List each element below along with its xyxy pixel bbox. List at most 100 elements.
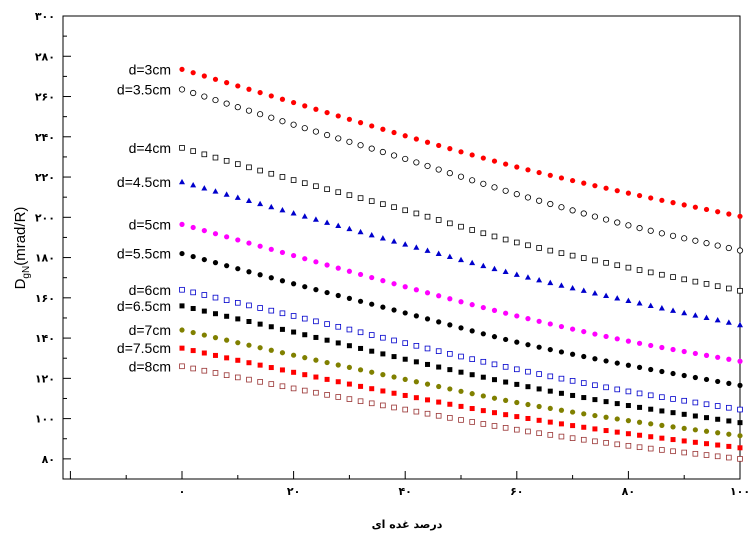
data-point xyxy=(447,296,453,302)
data-point xyxy=(603,333,609,340)
data-point xyxy=(235,237,241,243)
data-point xyxy=(358,383,364,389)
data-point xyxy=(625,222,632,229)
data-point xyxy=(547,388,553,394)
data-point xyxy=(614,401,620,407)
data-point xyxy=(391,129,397,136)
x-tick-label: ۰ xyxy=(179,485,186,498)
data-point xyxy=(335,292,341,299)
data-point xyxy=(514,339,520,345)
data-point xyxy=(268,114,275,121)
data-point xyxy=(190,253,196,260)
data-point xyxy=(324,219,331,225)
data-point xyxy=(223,191,230,197)
data-point xyxy=(179,178,185,185)
data-point xyxy=(246,240,252,246)
data-point xyxy=(725,319,732,325)
data-point xyxy=(714,317,721,323)
data-point xyxy=(737,445,743,451)
data-point xyxy=(480,393,486,399)
data-point xyxy=(469,259,476,266)
data-point xyxy=(402,392,408,398)
data-point xyxy=(324,337,330,343)
data-point xyxy=(279,350,286,356)
data-point xyxy=(647,302,654,309)
data-point xyxy=(647,227,654,234)
data-point xyxy=(380,402,386,409)
data-point xyxy=(201,292,208,298)
data-point xyxy=(391,238,398,244)
data-point xyxy=(279,326,285,332)
data-point xyxy=(580,255,587,261)
data-point xyxy=(446,253,453,260)
data-point xyxy=(514,313,520,319)
data-point xyxy=(246,86,252,92)
data-point xyxy=(625,418,632,424)
x-tick-label: ۸۰ xyxy=(622,485,635,498)
data-point xyxy=(368,198,375,204)
data-point xyxy=(201,332,207,338)
data-point xyxy=(726,454,732,461)
y-tick-label: ۱۸۰ xyxy=(35,252,55,265)
data-point xyxy=(380,126,386,132)
data-point xyxy=(391,404,397,411)
data-point xyxy=(357,228,364,235)
data-point xyxy=(245,107,253,114)
data-point xyxy=(692,312,699,318)
data-point xyxy=(391,337,397,344)
series-d=7.5cm xyxy=(179,345,743,451)
data-point xyxy=(190,89,197,97)
data-point xyxy=(670,424,676,430)
data-point xyxy=(681,309,688,316)
data-point xyxy=(279,367,285,373)
data-point xyxy=(179,363,185,370)
y-tick-label: ۱۰۰ xyxy=(35,413,55,426)
axis-ticks: ۸۰ ۱۰۰ ۱۲۰ ۱۴۰ ۱۶۰ ۱۸۰ ۲۰۰ ۲۲۰ ۲۴۰ ۲۶۰ ۲۸۰ ۳۰۰ ۰ ۲۰ ۴۰… xyxy=(35,10,750,498)
data-point xyxy=(647,392,654,399)
data-point xyxy=(313,389,319,396)
data-point xyxy=(469,419,475,425)
data-point xyxy=(391,307,397,313)
data-point xyxy=(503,397,509,403)
data-point xyxy=(413,408,420,415)
data-point xyxy=(637,404,643,410)
data-point xyxy=(435,348,442,354)
data-point xyxy=(670,346,676,353)
data-point xyxy=(503,379,509,385)
data-point xyxy=(313,357,319,363)
data-point xyxy=(592,183,598,189)
data-point xyxy=(558,204,565,211)
data-point xyxy=(569,284,576,291)
data-point xyxy=(246,319,252,325)
data-point xyxy=(335,340,341,346)
data-point xyxy=(279,174,286,180)
data-point xyxy=(368,332,375,338)
series-labels: d=3cm d=3.5cm d=4cm d=4.5cm d=5cm d=5.5cm d=6c… xyxy=(117,61,171,374)
data-point xyxy=(458,256,464,263)
data-point xyxy=(647,269,654,276)
data-point xyxy=(223,100,230,107)
data-point xyxy=(179,345,185,351)
data-point xyxy=(380,388,386,394)
data-point xyxy=(648,342,654,349)
data-point xyxy=(201,93,208,100)
data-point xyxy=(491,307,498,313)
data-point xyxy=(736,247,744,254)
data-point xyxy=(737,420,743,426)
data-point xyxy=(346,364,352,371)
data-point xyxy=(648,195,654,201)
data-point xyxy=(224,313,230,319)
data-point xyxy=(737,406,743,413)
data-point xyxy=(424,247,431,253)
y-tick-label: ۱۶۰ xyxy=(35,292,55,305)
data-point xyxy=(346,268,352,274)
data-point xyxy=(681,202,687,208)
data-point xyxy=(268,203,275,210)
data-point xyxy=(324,262,330,268)
data-point xyxy=(190,348,196,354)
data-point xyxy=(290,121,297,128)
data-point xyxy=(369,348,375,354)
data-point xyxy=(234,374,241,381)
data-point xyxy=(514,414,520,420)
data-point xyxy=(614,360,620,366)
